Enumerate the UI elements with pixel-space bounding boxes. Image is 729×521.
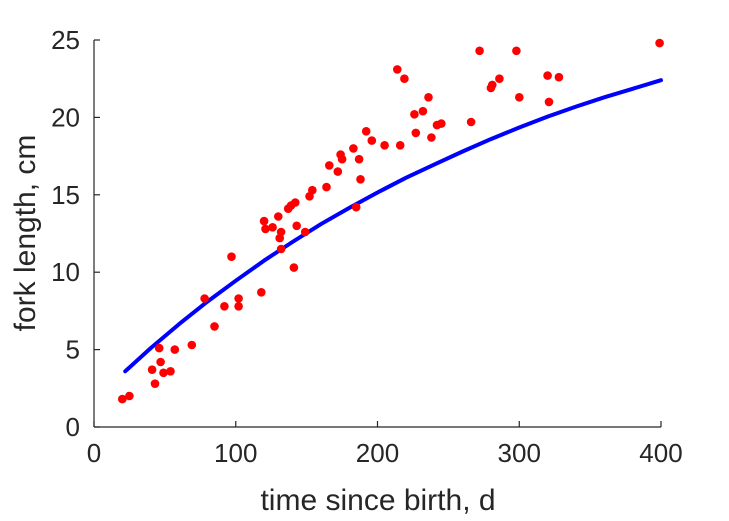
data-point: [166, 367, 175, 376]
data-point: [159, 368, 168, 378]
data-point: [543, 71, 552, 80]
data-point: [361, 127, 371, 136]
y-axis-label: fork length, cm: [9, 135, 42, 332]
data-point: [424, 93, 433, 102]
data-point: [544, 97, 554, 107]
x-tick-label: 0: [87, 438, 101, 468]
data-point: [156, 357, 165, 367]
data-point: [292, 221, 302, 231]
data-point: [325, 161, 334, 170]
data-point: [349, 144, 358, 153]
data-point: [410, 110, 419, 119]
data-point: [337, 154, 347, 164]
data-point: [411, 128, 421, 138]
data-point: [257, 288, 266, 297]
data-point: [515, 93, 524, 102]
y-tick-label: 0: [66, 412, 80, 442]
data-point: [147, 365, 157, 375]
data-point: [354, 154, 364, 164]
data-point: [289, 263, 299, 272]
data-point: [187, 340, 197, 350]
data-point: [210, 322, 219, 331]
y-tick-label: 10: [51, 257, 80, 287]
data-point: [227, 252, 236, 261]
data-point: [395, 141, 405, 150]
x-tick-label: 300: [498, 438, 541, 468]
data-point: [351, 202, 361, 212]
data-point: [393, 65, 402, 74]
data-point: [495, 74, 504, 83]
data-point: [466, 117, 476, 127]
data-point: [154, 343, 164, 353]
data-point: [170, 345, 180, 354]
data-point: [200, 294, 209, 303]
x-axis-ticks: 0 100 200 300 400: [87, 421, 683, 468]
data-point: [333, 167, 343, 176]
y-tick-label: 15: [51, 180, 80, 210]
data-point: [150, 379, 160, 389]
x-axis-label: time since birth, d: [260, 484, 495, 517]
data-point: [268, 223, 277, 232]
data-point: [367, 136, 377, 145]
y-tick-label: 20: [51, 102, 80, 132]
data-point: [488, 80, 497, 90]
data-point: [418, 106, 428, 116]
fit-curve: [123, 78, 663, 374]
x-tick-label: 200: [356, 438, 399, 468]
y-tick-label: 25: [51, 25, 80, 55]
data-point: [475, 46, 484, 56]
data-point: [512, 46, 521, 56]
data-point: [125, 391, 134, 401]
data-point: [655, 38, 664, 48]
data-point: [322, 182, 331, 192]
data-point: [291, 198, 300, 207]
data-point: [259, 216, 269, 226]
data-point: [276, 227, 286, 237]
data-point: [300, 227, 310, 237]
y-axis-ticks: 0 5 10 15 20 25: [51, 25, 100, 442]
data-point: [437, 119, 446, 128]
data-point: [274, 212, 283, 221]
data-point: [261, 224, 270, 234]
data-point: [356, 175, 365, 184]
data-point: [380, 141, 389, 150]
data-point: [118, 394, 127, 404]
data-point: [427, 133, 436, 142]
data-point: [276, 244, 286, 254]
data-point: [220, 302, 229, 311]
data-point: [400, 74, 409, 83]
data-point: [554, 72, 564, 82]
data-point: [234, 302, 243, 311]
plot-area: [118, 38, 664, 404]
x-tick-label: 100: [214, 438, 257, 468]
y-tick-label: 5: [66, 335, 80, 365]
x-tick-label: 400: [639, 438, 682, 468]
axes: 0 100 200 300 400 0 5 10 15 20 25: [51, 25, 683, 468]
data-point: [308, 185, 317, 195]
data-point: [234, 294, 243, 303]
